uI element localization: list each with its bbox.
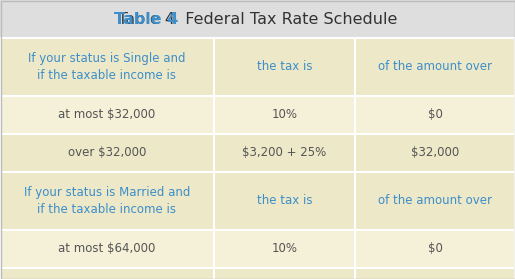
Text: If your status is Married and
if the taxable income is: If your status is Married and if the tax… [24,186,190,216]
Bar [0,96,214,134]
Bar [355,268,515,279]
Text: over $32,000: over $32,000 [67,146,146,160]
Text: $0: $0 [428,109,442,121]
Bar [355,134,515,172]
Bar [214,230,355,268]
Text: Table 4  Federal Tax Rate Schedule: Table 4 Federal Tax Rate Schedule [118,11,397,27]
Bar [0,230,214,268]
Text: of the amount over: of the amount over [378,194,492,208]
Bar [355,96,515,134]
Text: the tax is: the tax is [257,61,312,73]
Bar [214,268,355,279]
Bar [214,134,355,172]
Bar [355,230,515,268]
Text: Table 4: Table 4 [114,11,179,27]
Text: 10%: 10% [271,109,298,121]
Text: at most $32,000: at most $32,000 [58,109,156,121]
Bar [0,172,214,230]
Bar [0,268,214,279]
Bar [0,134,214,172]
Bar [214,38,355,96]
Bar [0,0,515,38]
Bar [355,172,515,230]
Text: $0: $0 [428,242,442,256]
Text: $32,000: $32,000 [411,146,459,160]
Bar [355,38,515,96]
Text: $3,200 + 25%: $3,200 + 25% [243,146,327,160]
Bar [0,38,214,96]
Text: 10%: 10% [271,242,298,256]
Bar [214,96,355,134]
Text: of the amount over: of the amount over [378,61,492,73]
Text: at most $64,000: at most $64,000 [58,242,156,256]
Text: the tax is: the tax is [257,194,312,208]
Bar [214,172,355,230]
Text: If your status is Single and
if the taxable income is: If your status is Single and if the taxa… [28,52,185,82]
